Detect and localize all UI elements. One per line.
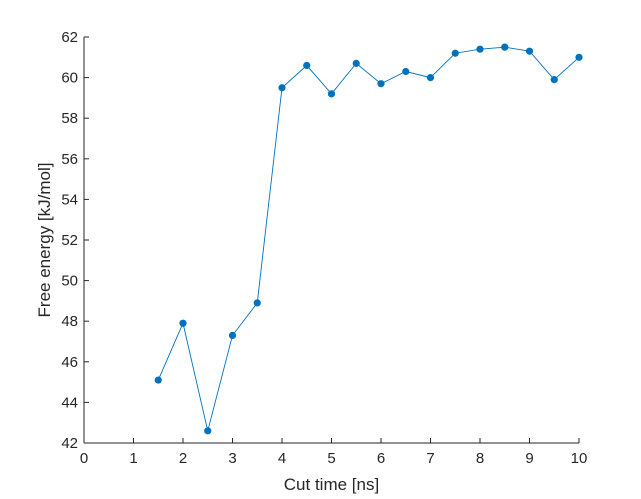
data-point xyxy=(451,49,459,57)
x-tick-label: 0 xyxy=(80,450,88,467)
data-point xyxy=(179,319,187,327)
x-tick-label: 4 xyxy=(278,450,286,467)
data-point xyxy=(154,376,162,384)
series-layer xyxy=(154,43,583,435)
y-tick-label: 48 xyxy=(61,313,78,330)
data-point xyxy=(575,53,583,61)
x-tick-label: 5 xyxy=(327,450,335,467)
data-point xyxy=(352,59,360,67)
data-point xyxy=(228,331,237,340)
x-axis-ticks: 0 1 2 3 4 5 6 7 8 9 10 xyxy=(80,438,588,467)
data-point xyxy=(327,90,336,98)
data-point xyxy=(550,76,558,84)
y-tick-label: 46 xyxy=(61,354,78,371)
data-point xyxy=(402,67,410,76)
data-point xyxy=(476,45,484,53)
y-axis-title: Free energy [kJ/mol] xyxy=(35,163,54,318)
x-tick-label: 10 xyxy=(571,450,588,467)
y-axis-ticks: 42 44 46 48 50 52 54 56 58 60 62 xyxy=(61,29,89,452)
x-tick-label: 6 xyxy=(377,450,385,467)
y-tick-label: 54 xyxy=(61,191,78,208)
y-tick-label: 60 xyxy=(61,70,78,87)
data-point xyxy=(253,299,261,307)
x-axis-title: Cut time [ns] xyxy=(284,475,379,494)
x-tick-label: 8 xyxy=(476,450,484,467)
y-tick-label: 42 xyxy=(61,435,78,452)
data-point xyxy=(525,47,534,55)
series-line xyxy=(157,46,580,431)
data-point xyxy=(501,43,509,51)
x-tick-label: 9 xyxy=(525,450,533,467)
x-tick-label: 1 xyxy=(129,450,137,467)
y-tick-label: 62 xyxy=(61,29,78,46)
x-tick-label: 3 xyxy=(228,450,236,467)
y-tick-label: 44 xyxy=(61,394,78,411)
data-point xyxy=(204,427,212,435)
y-tick-label: 58 xyxy=(61,110,78,127)
data-point xyxy=(278,84,286,92)
x-tick-label: 7 xyxy=(426,450,434,467)
y-tick-label: 50 xyxy=(61,273,78,290)
x-tick-label: 2 xyxy=(179,450,187,467)
y-tick-label: 56 xyxy=(61,151,78,168)
data-point xyxy=(303,61,311,70)
data-point xyxy=(377,80,385,88)
data-point xyxy=(426,74,435,82)
y-tick-label: 52 xyxy=(61,232,78,249)
